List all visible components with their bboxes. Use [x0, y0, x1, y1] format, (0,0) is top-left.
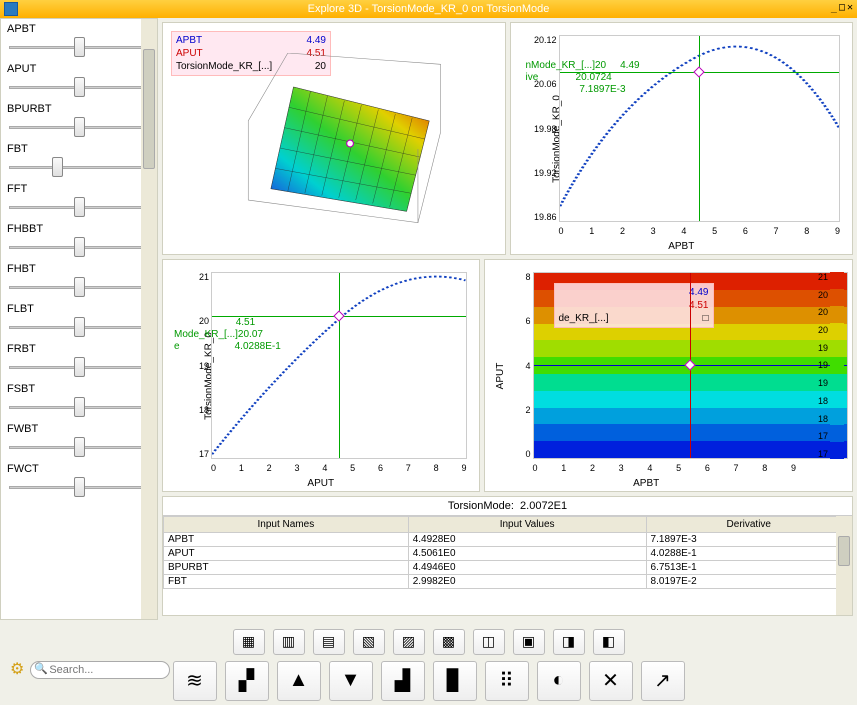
slider-label-FRBT: FRBT — [5, 343, 153, 355]
table-row[interactable]: APUT4.5061E04.0288E-1 — [164, 547, 852, 561]
toolbar-small-btn-8[interactable]: ◨ — [553, 629, 585, 655]
window-controls: _ □ ✕ — [831, 2, 853, 13]
slider-sidebar: APBT APUT BPURBT FBT FFT FHBBT FHBT FLBT… — [0, 18, 158, 620]
x-axis-label: APBT — [668, 241, 694, 252]
toolbar-big-btn-1[interactable]: ▞ — [225, 661, 269, 701]
slider-FHBT[interactable] — [5, 275, 153, 297]
slider-APUT[interactable] — [5, 75, 153, 97]
heatmap-area: 4.49 4.51 de_KR_[...]□ — [533, 272, 849, 459]
slider-label-APBT: APBT — [5, 23, 153, 35]
slider-label-APUT: APUT — [5, 63, 153, 75]
app-icon — [4, 2, 18, 16]
toolbar-big-btn-5[interactable]: ▊ — [433, 661, 477, 701]
chart-area: nMode_KR_[...]204.49 iveMode_K20.0724 Mo… — [559, 35, 841, 222]
table-scrollbar[interactable] — [836, 516, 852, 615]
slider-label-FFT: FFT — [5, 183, 153, 195]
close-button[interactable]: ✕ — [847, 2, 853, 13]
line-chart-apbt[interactable]: TorsionMode_KR_0 APBT nMode_KR_[...]204.… — [510, 22, 854, 255]
toolbar-big-btn-0[interactable]: ≋ — [173, 661, 217, 701]
slider-FBT[interactable] — [5, 155, 153, 177]
toolbar-big-btn-4[interactable]: ▟ — [381, 661, 425, 701]
title-bar: Explore 3D - TorsionMode_KR_0 on Torsion… — [0, 0, 857, 18]
table-header[interactable]: Input Values — [408, 517, 646, 533]
window-title: Explore 3D - TorsionMode_KR_0 on Torsion… — [308, 3, 550, 15]
x-axis-label: APUT — [307, 478, 334, 489]
toolbar-small-btn-0[interactable]: ▦ — [233, 629, 265, 655]
slider-APBT[interactable] — [5, 35, 153, 57]
toolbar-big-btn-3[interactable]: ▼ — [329, 661, 373, 701]
bottom-toolbar: ▦ ▥ ▤ ▧ ▨ ▩ ◫ ▣ ◨ ◧ ≋▞▲▼▟▊⠿◐✕↗ ⚙ 🔍 — [0, 620, 857, 705]
slider-FFT[interactable] — [5, 195, 153, 217]
y-axis-label: APUT — [494, 362, 505, 389]
slider-BPURBT[interactable] — [5, 115, 153, 137]
toolbar-small-btn-5[interactable]: ▩ — [433, 629, 465, 655]
table-row[interactable]: APBT4.4928E07.1897E-3 — [164, 533, 852, 547]
toolbar-small-btn-3[interactable]: ▧ — [353, 629, 385, 655]
toolbar-small-btn-2[interactable]: ▤ — [313, 629, 345, 655]
line-chart-aput[interactable]: TorsionMode_KR_0 APUT Mode_KR_Xx4.51 Mod… — [162, 259, 480, 492]
slider-FRBT[interactable] — [5, 355, 153, 377]
table-header[interactable]: Derivative — [646, 517, 851, 533]
sidebar-scrollbar[interactable] — [141, 19, 157, 619]
slider-label-FSBT: FSBT — [5, 383, 153, 395]
slider-FWCT[interactable] — [5, 475, 153, 497]
maximize-button[interactable]: □ — [839, 2, 845, 13]
toolbar-big-btn-2[interactable]: ▲ — [277, 661, 321, 701]
toolbar-small-btn-4[interactable]: ▨ — [393, 629, 425, 655]
results-header: TorsionMode: 2.0072E1 — [163, 497, 852, 516]
toolbar-big-btn-9[interactable]: ↗ — [641, 661, 685, 701]
slider-label-FHBBT: FHBBT — [5, 223, 153, 235]
settings-gear-icon[interactable]: ⚙ — [10, 659, 24, 679]
slider-FSBT[interactable] — [5, 395, 153, 417]
table-header[interactable]: Input Names — [164, 517, 409, 533]
toolbar-small-btn-7[interactable]: ▣ — [513, 629, 545, 655]
toolbar-small-btn-9[interactable]: ◧ — [593, 629, 625, 655]
toolbar-small-btn-6[interactable]: ◫ — [473, 629, 505, 655]
toolbar-big-btn-6[interactable]: ⠿ — [485, 661, 529, 701]
slider-FLBT[interactable] — [5, 315, 153, 337]
toolbar-small-btn-1[interactable]: ▥ — [273, 629, 305, 655]
search-input[interactable] — [30, 661, 170, 679]
chart-area: Mode_KR_Xx4.51 Mode_KR_[...]20.07 eode_K… — [211, 272, 467, 459]
toolbar-big-btn-7[interactable]: ◐ — [537, 661, 581, 701]
slider-label-FWBT: FWBT — [5, 423, 153, 435]
surface-plot-3d[interactable]: APBT4.49 APUT4.51 TorsionMode_KR_[...]20 — [162, 22, 506, 255]
minimize-button[interactable]: _ — [831, 2, 837, 13]
results-panel: TorsionMode: 2.0072E1 Input NamesInput V… — [162, 496, 853, 616]
toolbar-big-btn-8[interactable]: ✕ — [589, 661, 633, 701]
slider-label-BPURBT: BPURBT — [5, 103, 153, 115]
results-table[interactable]: Input NamesInput ValuesDerivative APBT4.… — [163, 516, 852, 615]
surface-mesh — [193, 53, 485, 234]
x-axis-label: APBT — [633, 478, 659, 489]
slider-FWBT[interactable] — [5, 435, 153, 457]
slider-label-FWCT: FWCT — [5, 463, 153, 475]
table-row[interactable]: BPURBT4.4946E06.7513E-1 — [164, 561, 852, 575]
slider-label-FLBT: FLBT — [5, 303, 153, 315]
slider-label-FHBT: FHBT — [5, 263, 153, 275]
table-row[interactable]: FBT2.9982E08.0197E-2 — [164, 575, 852, 589]
slider-label-FBT: FBT — [5, 143, 153, 155]
heatmap-chart[interactable]: APUT APBT 4.49 4.51 de_KR_[...]□ 0123456… — [484, 259, 854, 492]
slider-FHBBT[interactable] — [5, 235, 153, 257]
search-icon: 🔍 — [34, 662, 48, 675]
